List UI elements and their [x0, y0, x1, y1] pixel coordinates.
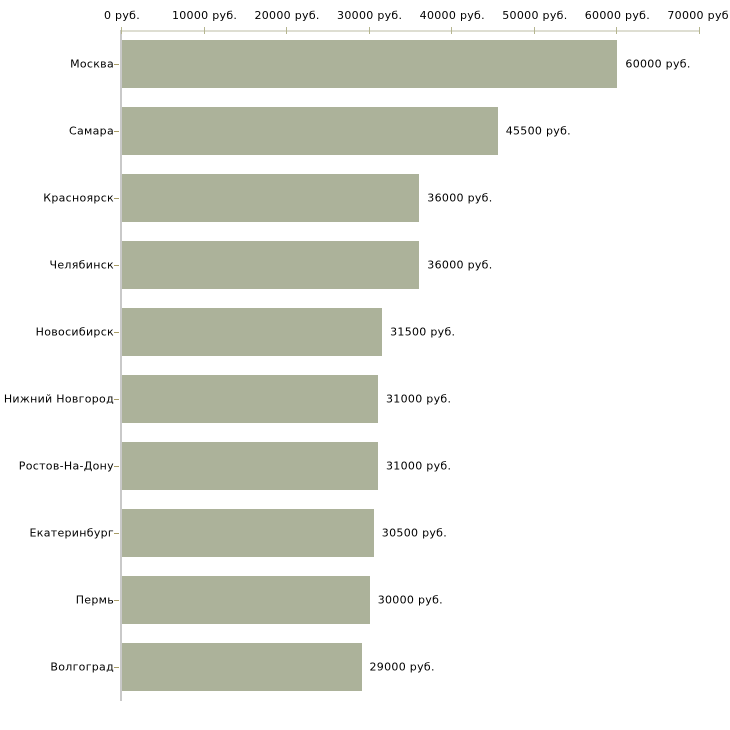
x-axis-tick: [203, 27, 205, 34]
category-tick: [114, 331, 119, 333]
category-tick: [114, 197, 119, 199]
category-label: Ростов-На-Дону: [18, 459, 114, 473]
bar: [122, 442, 378, 491]
bar: [122, 106, 498, 155]
category-tick: [114, 600, 119, 602]
value-label: 45500 руб.: [505, 124, 571, 138]
value-label: 60000 руб.: [625, 57, 691, 70]
category-label: Нижний Новгород: [3, 392, 114, 406]
x-axis-tick-label: 40000 руб.: [419, 9, 485, 22]
category-tick: [114, 399, 119, 401]
x-axis-tick: [699, 27, 700, 34]
x-axis-line: [120, 30, 700, 32]
category-tick: [114, 533, 119, 535]
bar: [122, 509, 374, 558]
x-axis-tick: [286, 27, 288, 34]
x-axis-tick: [451, 27, 453, 34]
category-label: Челябинск: [49, 258, 114, 272]
value-label: 31000 руб.: [386, 392, 452, 406]
x-axis-tick: [616, 27, 618, 34]
bar: [122, 240, 420, 289]
value-label: 29000 руб.: [369, 660, 435, 674]
x-axis-tick-label: 0 руб.: [103, 9, 141, 22]
category-tick: [114, 466, 119, 468]
x-axis-tick-label: 30000 руб.: [337, 9, 403, 22]
x-axis-tick-label: 10000 руб.: [171, 9, 238, 22]
x-axis-tick-label: 70000 руб.: [667, 9, 730, 22]
category-tick: [114, 63, 119, 65]
category-tick: [114, 130, 119, 132]
category-label: Самара: [69, 124, 114, 138]
x-axis-tick: [368, 27, 370, 34]
bar: [122, 643, 362, 692]
value-label: 31500 руб.: [390, 325, 456, 339]
category-label: Москва: [70, 57, 114, 70]
bar: [122, 39, 618, 88]
category-tick: [114, 264, 119, 266]
category-label: Красноярск: [43, 191, 114, 205]
bar: [122, 307, 383, 356]
category-label: Екатеринбург: [29, 526, 114, 540]
bar: [122, 173, 420, 222]
category-tick: [114, 667, 119, 669]
value-label: 30500 руб.: [381, 526, 448, 540]
value-label: 30000 руб.: [377, 593, 443, 607]
value-label: 36000 руб.: [427, 258, 493, 272]
value-label: 31000 руб.: [386, 459, 452, 473]
category-label: Новосибирск: [35, 325, 114, 339]
bar: [122, 375, 378, 424]
bar: [122, 576, 370, 625]
x-axis-tick: [533, 27, 535, 34]
x-axis-tick: [121, 27, 122, 34]
x-axis-tick-label: 50000 руб.: [502, 9, 568, 22]
x-axis-tick-label: 60000 руб.: [584, 9, 651, 22]
y-axis-line: [120, 30, 122, 701]
x-axis-tick-label: 20000 руб.: [254, 9, 320, 22]
category-label: Пермь: [75, 593, 114, 607]
category-label: Волгоград: [50, 660, 114, 674]
value-label: 36000 руб.: [427, 191, 493, 205]
